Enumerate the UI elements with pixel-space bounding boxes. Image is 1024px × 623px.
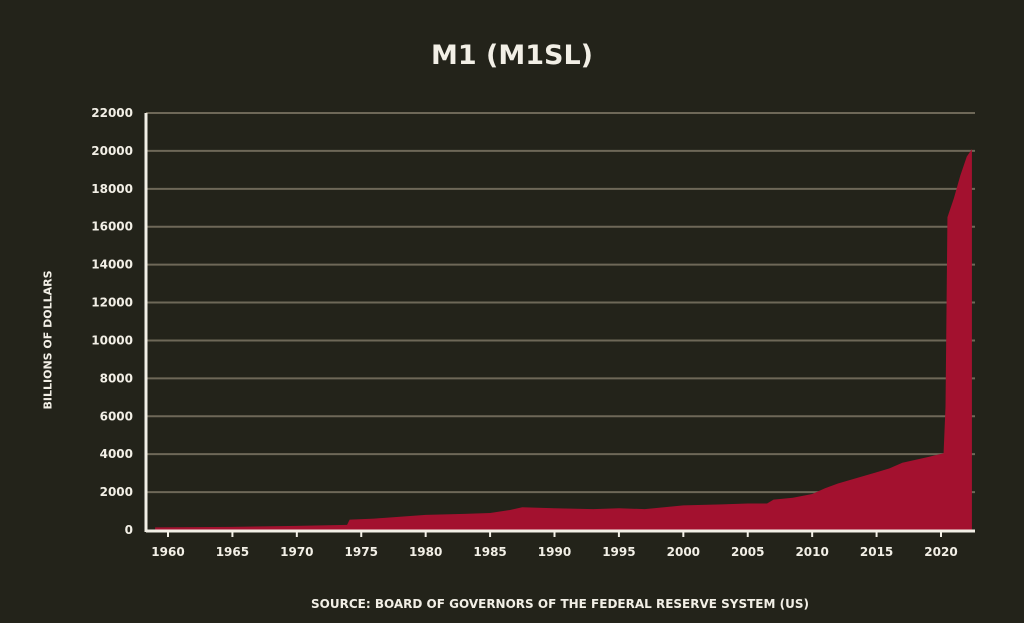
x-tick-label: 2000 <box>667 545 700 559</box>
y-tick-label: 8000 <box>100 371 133 385</box>
y-tick-label: 0 <box>125 523 133 537</box>
x-tick-label: 2010 <box>795 545 828 559</box>
y-tick-label: 2000 <box>100 485 133 499</box>
y-tick-label: 14000 <box>91 258 133 272</box>
x-tick-label: 1995 <box>602 545 635 559</box>
chart-title: M1 (M1SL) <box>430 40 594 71</box>
x-tick-label: 2020 <box>924 545 957 559</box>
x-tick-label: 2005 <box>731 545 764 559</box>
x-tick-label: 1960 <box>151 545 184 559</box>
y-tick-label: 12000 <box>91 296 133 310</box>
x-tick-label: 1970 <box>280 545 313 559</box>
x-tick-label: 1980 <box>409 545 442 559</box>
x-tick-label: 1985 <box>473 545 506 559</box>
x-tick-label: 1975 <box>345 545 378 559</box>
y-tick-label: 18000 <box>91 182 133 196</box>
y-tick-label: 22000 <box>91 106 133 120</box>
x-tick-label: 1990 <box>538 545 571 559</box>
y-tick-label: 6000 <box>100 409 133 423</box>
x-tick-label: 1965 <box>216 545 249 559</box>
y-tick-label: 20000 <box>91 144 133 158</box>
x-tick-label: 2015 <box>860 545 893 559</box>
y-tick-label: 4000 <box>100 447 133 461</box>
y-tick-label: 16000 <box>91 220 133 234</box>
series-area-m1sl <box>155 149 972 530</box>
y-tick-label: 10000 <box>91 333 133 347</box>
source-note: SOURCE: BOARD OF GOVERNORS OF THE FEDERA… <box>311 597 809 611</box>
